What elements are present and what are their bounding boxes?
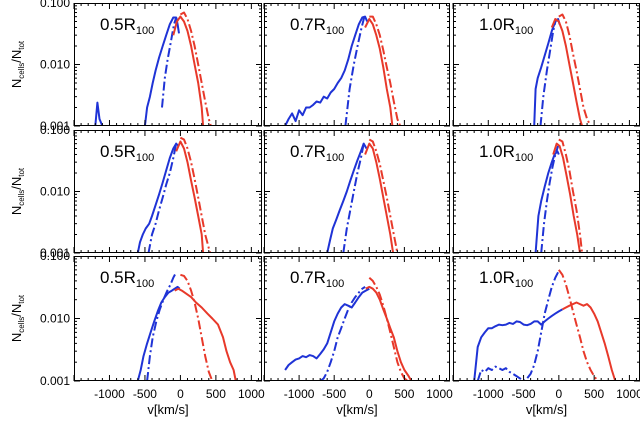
panel-r2-c1: 0.5R100 (73, 130, 262, 254)
red-solid-line-3 (364, 142, 395, 253)
y-tick-label: 0.100 (40, 123, 70, 137)
panel-label: 0.7R100 (290, 142, 344, 164)
y-tick-label: 0.100 (40, 0, 70, 10)
x-tick-label: 500 (584, 387, 604, 401)
red-dashdot-line-4 (180, 273, 214, 381)
series-group (284, 276, 413, 381)
red-solid-line-3 (365, 285, 413, 381)
x-tick-label: -500 (133, 387, 157, 401)
x-tick-label: 1000 (238, 387, 265, 401)
red-dashdot-line-4 (369, 15, 402, 126)
y-axis-labels: 0.0010.0100.1000.0010.0100.1000.0010.010… (9, 0, 70, 388)
blue-dashdot-line-2 (540, 145, 560, 253)
red-dashdot-line-4 (558, 13, 595, 126)
series-group (534, 138, 584, 253)
blue-solid-line-1 (284, 287, 370, 371)
x-axis-label: v[km/s] (147, 402, 188, 417)
panel-r3-c2: 0.7R100 (263, 256, 450, 382)
red-solid-line-3 (552, 142, 581, 253)
panel-r1-c2: 0.7R100 (263, 3, 450, 127)
red-solid-line-3 (175, 140, 205, 253)
blue-dashdot-line-2 (342, 143, 365, 253)
series-group (533, 13, 595, 126)
series-group (473, 269, 617, 381)
x-axis-label: v[km/s] (526, 402, 567, 417)
x-tick-label: -1000 (94, 387, 125, 401)
blue-solid-line-1 (534, 150, 560, 253)
red-solid-line-3 (174, 287, 237, 381)
blue-dashdot-line-2 (476, 271, 559, 381)
series-group (136, 136, 212, 253)
panel-r2-c3: 1.0R100 (452, 130, 640, 254)
series-group (136, 271, 237, 381)
panel-label: 0.5R100 (100, 268, 154, 290)
blue-dashdot-line-2 (319, 286, 366, 381)
series-group (326, 138, 399, 253)
x-axis-label: v[km/s] (336, 402, 377, 417)
x-tick-label: -1000 (473, 387, 504, 401)
x-tick-label: -500 (512, 387, 536, 401)
blue-solid-line-1 (136, 285, 181, 381)
x-tick-label: 0 (177, 387, 184, 401)
y-tick-label: 0.001 (40, 119, 70, 133)
blue-solid-line-1 (326, 142, 368, 253)
blue-dashdot-line-2 (539, 18, 557, 126)
panel-r3-c1: 0.5R100 (73, 256, 262, 382)
y-tick-label: 0.010 (40, 312, 70, 326)
panel-label: 1.0R100 (479, 142, 533, 164)
y-tick-label: 0.001 (40, 246, 70, 260)
x-tick-label: -500 (322, 387, 346, 401)
blue-solid-line-1 (136, 142, 180, 253)
x-tick-label: 1000 (426, 387, 453, 401)
red-solid-line-3 (550, 18, 584, 126)
y-tick-label: 0.001 (40, 374, 70, 388)
red-dashdot-line-4 (557, 269, 602, 381)
y-tick-label: 0.010 (40, 58, 70, 72)
series-group (94, 11, 212, 126)
panel-r2-c2: 0.7R100 (263, 130, 450, 254)
y-axis-label: Ncells/Ntot (9, 167, 26, 215)
panel-label: 1.0R100 (479, 268, 533, 290)
panel-r1-c1: 0.5R100 (73, 3, 262, 127)
blue-dashdot-line-2 (146, 271, 178, 381)
panel-grid: 0.5R100 0.7R100 1.0R100 0.5R100 0.7R100 1.0R1… (73, 3, 640, 382)
x-tick-label: 500 (206, 387, 226, 401)
red-solid-line-3 (561, 301, 617, 381)
blue-solid-line-1 (284, 15, 369, 126)
blue-dashdot-line-2 (344, 16, 366, 126)
x-axis-labels: -1000 -500 0 500 1000 v[km/s] -1000 -500 0 500 100… (94, 387, 640, 417)
panel-label: 1.0R100 (479, 15, 533, 37)
red-dashdot-line-4 (179, 136, 212, 253)
blue-dashdot-line-2 (147, 143, 178, 253)
x-tick-label: -1000 (284, 387, 315, 401)
y-axis-label: Ncells/Ntot (9, 40, 26, 88)
y-tick-label: 0.100 (40, 249, 70, 263)
x-tick-label: 1000 (616, 387, 640, 401)
y-tick-label: 0.010 (40, 185, 70, 199)
panel-label: 0.5R100 (100, 15, 154, 37)
panel-label: 0.7R100 (290, 268, 344, 290)
panel-r3-c3: 1.0R100 (452, 256, 640, 382)
panel-label: 0.5R100 (100, 142, 154, 164)
panel-label: 0.7R100 (290, 15, 344, 37)
x-tick-label: 0 (556, 387, 563, 401)
y-axis-label: Ncells/Ntot (9, 294, 26, 342)
series-group (284, 15, 402, 126)
blue-solid-line-1 (94, 101, 104, 126)
red-solid-line-4 (172, 15, 205, 126)
red-dashdot-line-4 (368, 276, 409, 381)
x-tick-label: 500 (394, 387, 414, 401)
panel-r1-c3: 1.0R100 (452, 3, 640, 127)
blue-dashdot-line-3 (161, 17, 178, 108)
red-solid-line-3 (364, 18, 394, 126)
red-dashdot-line-4 (368, 138, 399, 253)
red-dashdot-line-5 (179, 11, 212, 126)
blue-solid-line-1 (473, 308, 563, 381)
red-dashdot-line-4 (558, 138, 584, 253)
x-tick-label: 0 (366, 387, 373, 401)
